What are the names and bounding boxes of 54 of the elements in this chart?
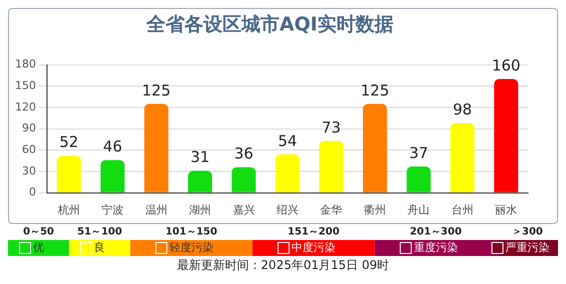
legend-label: 良 (94, 240, 106, 254)
data-label: 52 (59, 133, 78, 152)
y-tick-label: 0 (28, 186, 36, 199)
y-tick-label: 120 (14, 100, 36, 114)
bar (494, 79, 518, 192)
text: 151～200 (288, 226, 340, 238)
text: 0～50 (23, 226, 54, 238)
legend-label: 轻度污染 (169, 240, 214, 254)
text: 101～150 (165, 226, 218, 238)
bar (188, 170, 212, 192)
x-tick-label: 杭州 (56, 203, 80, 216)
legend-label: 中度污染 (292, 240, 336, 254)
x-tick-label: 台州 (451, 203, 474, 216)
bar (232, 167, 256, 192)
data-label: 125 (360, 81, 390, 100)
data-label: 160 (492, 56, 520, 74)
x-tick-label: 丽水 (495, 203, 518, 216)
data-label: 54 (278, 132, 298, 150)
bar (450, 123, 474, 192)
data-label: 46 (103, 137, 122, 156)
x-tick-label: 衢州 (364, 203, 386, 216)
bar (319, 140, 344, 192)
text: 201～300 (410, 226, 462, 238)
y-tick-label: 90 (22, 122, 36, 135)
data-label: 98 (452, 100, 472, 118)
legend-label: 重度污染 (414, 240, 458, 254)
legend-label: 严重污染 (505, 240, 550, 254)
y-tick-label: 180 (14, 58, 36, 71)
chart-title: 全省各设区城市AQI实时数据 (146, 13, 394, 36)
bar (100, 160, 125, 192)
x-tick-label: 宁波 (102, 203, 124, 216)
x-tick-label: 湖州 (189, 203, 212, 216)
data-label: 125 (142, 81, 171, 100)
text: ＞300 (512, 226, 543, 238)
data-label: 73 (322, 118, 341, 136)
x-tick-label: 绍兴 (276, 203, 298, 216)
text: 51～100 (77, 226, 122, 238)
text: 最新更新时间：2025年01月15日 09时 (176, 258, 390, 272)
x-tick-label: 金华 (320, 203, 342, 216)
y-tick-label: 60 (22, 142, 36, 156)
bar (56, 156, 81, 192)
bar (362, 104, 387, 192)
data-label: 36 (234, 144, 254, 163)
bar (406, 166, 431, 192)
bar (144, 104, 168, 192)
legend-label: 优 (33, 240, 44, 254)
x-tick-label: 温州 (145, 203, 168, 216)
y-tick-label: 150 (14, 78, 36, 92)
x-tick-label: 舟山 (408, 203, 430, 216)
y-tick-label: 30 (22, 164, 36, 178)
x-tick-label: 嘉兴 (232, 203, 255, 216)
data-label: 31 (190, 148, 210, 166)
data-label: 37 (409, 144, 428, 162)
bar (275, 154, 300, 192)
